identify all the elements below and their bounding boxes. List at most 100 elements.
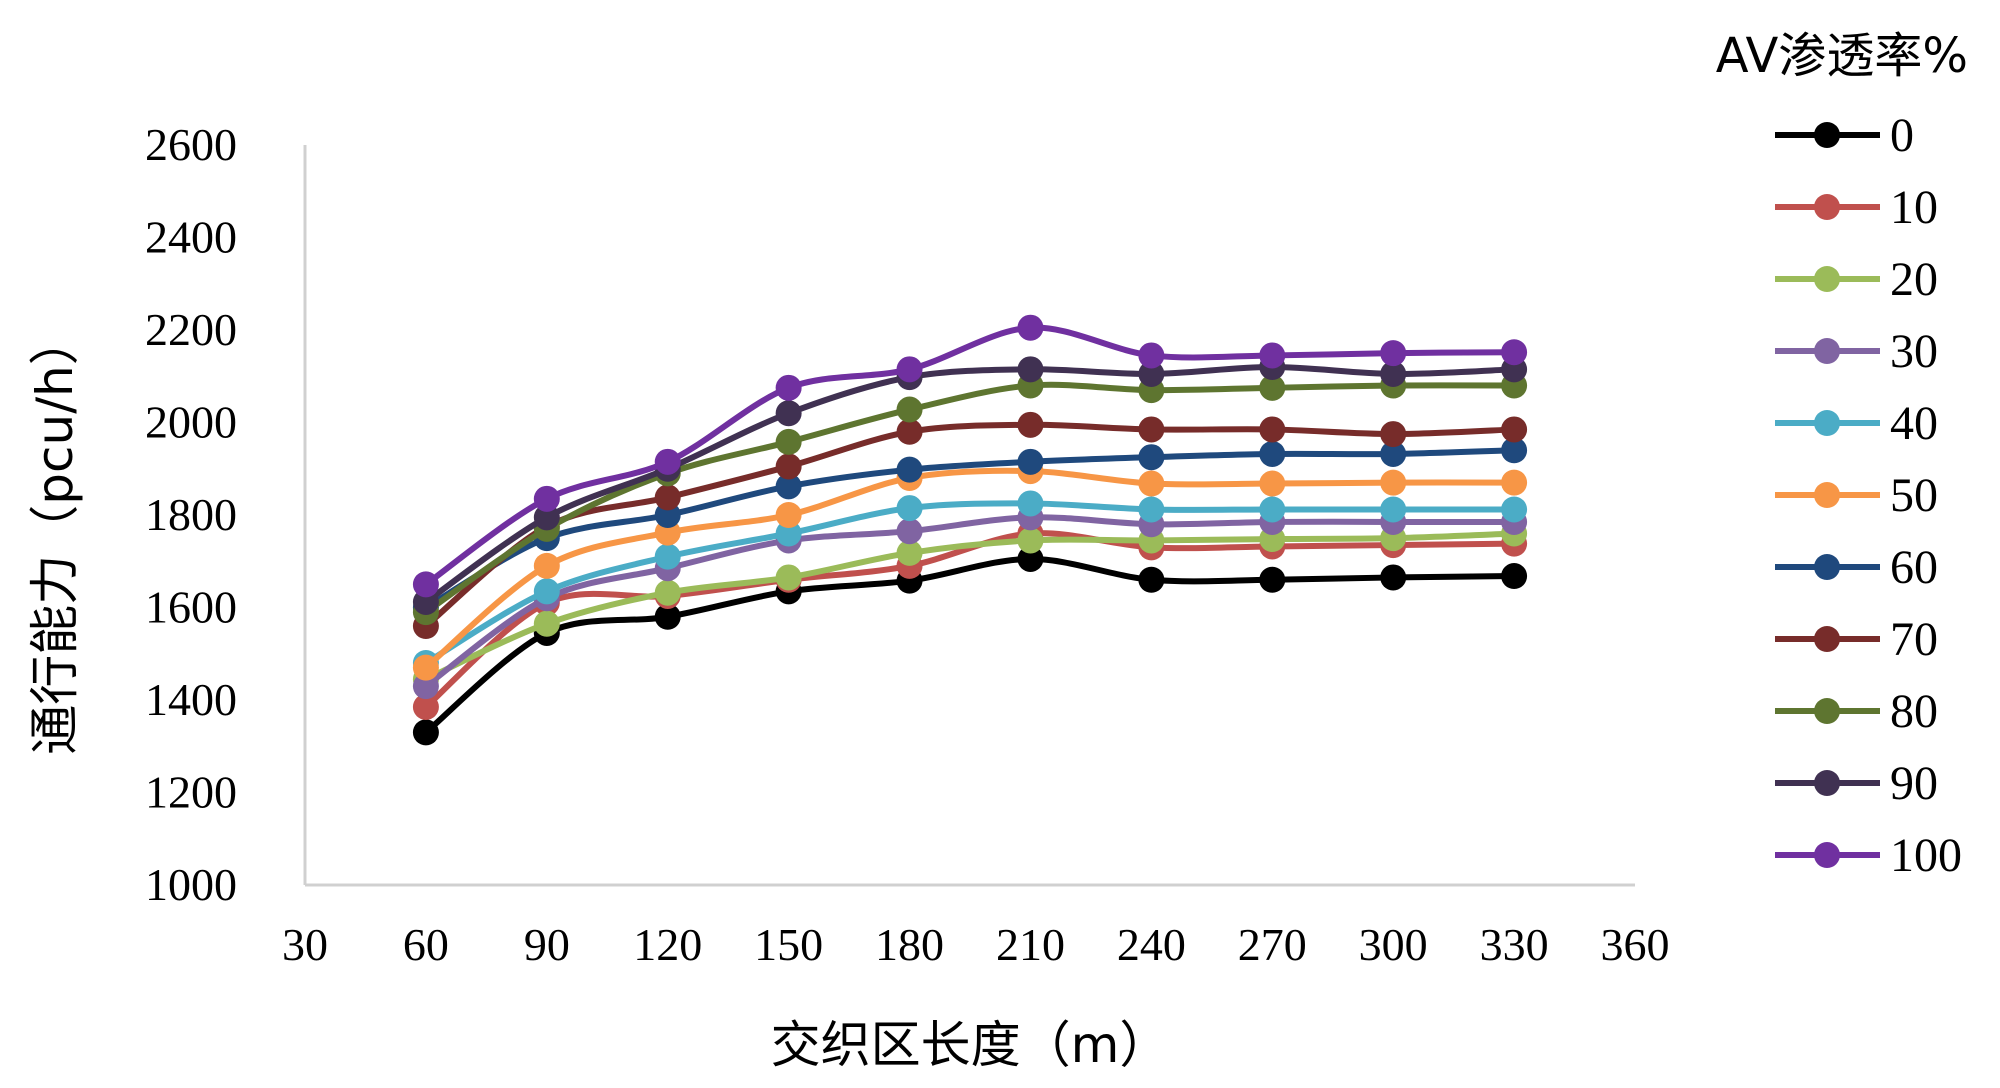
data-point [896, 539, 923, 566]
data-point [1259, 374, 1286, 401]
series-line-30 [422, 514, 1518, 690]
data-point [1017, 314, 1044, 341]
y-axis-title: 通行能力（pcu/h） [26, 315, 84, 754]
series-line-50 [422, 467, 1518, 671]
legend-item-90: 90 [1775, 757, 1938, 810]
x-tick-label: 270 [1238, 919, 1307, 970]
y-tick-label: 2200 [145, 304, 237, 355]
data-point [412, 693, 439, 720]
data-point [1138, 416, 1165, 443]
legend-label: 40 [1890, 397, 1938, 450]
data-point [775, 502, 802, 528]
data-point [1501, 563, 1528, 590]
data-point [1017, 356, 1044, 383]
series-line-0 [422, 555, 1518, 736]
data-point [775, 374, 802, 401]
legend-title: AV渗透率% [1716, 28, 1968, 84]
axes [303, 145, 1635, 887]
data-point [896, 418, 923, 445]
y-tick-label: 1400 [145, 674, 237, 725]
legend-label: 50 [1890, 469, 1938, 522]
data-point [775, 520, 802, 547]
series-line-20 [422, 530, 1518, 683]
data-point [1017, 527, 1044, 554]
data-point [896, 396, 923, 423]
data-point [775, 473, 802, 500]
series-line-100 [422, 324, 1518, 588]
data-point [1380, 360, 1407, 387]
legend-marker [1814, 266, 1840, 292]
data-point [1259, 496, 1286, 523]
data-point [533, 485, 560, 512]
legend-marker [1814, 482, 1840, 508]
data-point [654, 448, 681, 475]
data-point [1138, 470, 1165, 497]
data-point [412, 654, 439, 681]
y-tick-label: 2600 [145, 119, 237, 170]
data-point [1501, 496, 1528, 523]
data-point [1138, 342, 1165, 369]
data-point [1501, 469, 1528, 496]
legend-marker [1814, 122, 1840, 148]
series-70 [412, 411, 1528, 639]
series-lines [412, 314, 1528, 746]
x-tick-label: 240 [1117, 919, 1186, 970]
y-tick-label: 1800 [145, 489, 237, 540]
x-axis-title: 交织区长度（m） [771, 1016, 1170, 1074]
data-point [1380, 469, 1407, 496]
legend-label: 70 [1890, 613, 1938, 666]
series-90 [412, 354, 1528, 615]
data-point [654, 579, 681, 606]
data-point [533, 552, 560, 579]
legend-label: 10 [1890, 181, 1938, 234]
legend-label: 0 [1890, 109, 1914, 162]
data-point [1138, 444, 1165, 471]
legend-item-40: 40 [1775, 397, 1938, 450]
legend-marker [1814, 842, 1840, 868]
legend-label: 30 [1890, 325, 1938, 378]
data-point [775, 564, 802, 591]
series-50 [412, 458, 1528, 681]
data-point [412, 673, 439, 700]
data-point [896, 495, 923, 522]
x-tick-label: 90 [524, 919, 570, 970]
legend-marker [1814, 194, 1840, 220]
legend: AV渗透率% 0 10 20 30 40 50 60 70 80 90 100 [1716, 28, 1968, 882]
x-tick-label: 60 [403, 919, 449, 970]
data-point [896, 456, 923, 483]
data-point [896, 518, 923, 545]
data-point [1138, 566, 1165, 593]
data-point [1380, 440, 1407, 467]
data-point [1017, 490, 1044, 517]
legend-item-10: 10 [1775, 181, 1938, 234]
legend-item-80: 80 [1775, 685, 1938, 738]
data-point [533, 610, 560, 637]
y-tick-label: 2400 [145, 212, 237, 263]
y-tick-labels: 1000 1200 1400 1600 1800 2000 2200 2400 2600 [145, 119, 237, 910]
legend-marker [1814, 338, 1840, 364]
data-point [412, 719, 439, 746]
legend-label: 20 [1890, 253, 1938, 306]
data-point [533, 578, 560, 605]
x-tick-label: 330 [1480, 919, 1549, 970]
data-point [654, 603, 681, 630]
data-point [1259, 416, 1286, 443]
data-point [533, 504, 560, 531]
legend-marker [1814, 698, 1840, 724]
legend-label: 100 [1890, 829, 1962, 882]
data-point [1259, 440, 1286, 467]
series-line-70 [422, 421, 1518, 629]
y-tick-label: 1000 [145, 859, 237, 910]
legend-label: 80 [1890, 685, 1938, 738]
data-point [896, 356, 923, 383]
data-point [1259, 566, 1286, 593]
legend-label: 60 [1890, 541, 1938, 594]
series-line-90 [422, 364, 1518, 605]
data-point [1259, 470, 1286, 497]
x-tick-label: 30 [282, 919, 328, 970]
y-tick-label: 1600 [145, 582, 237, 633]
data-point [1380, 496, 1407, 523]
legend-item-0: 0 [1775, 109, 1914, 162]
data-point [1501, 437, 1528, 464]
data-point [1017, 411, 1044, 438]
